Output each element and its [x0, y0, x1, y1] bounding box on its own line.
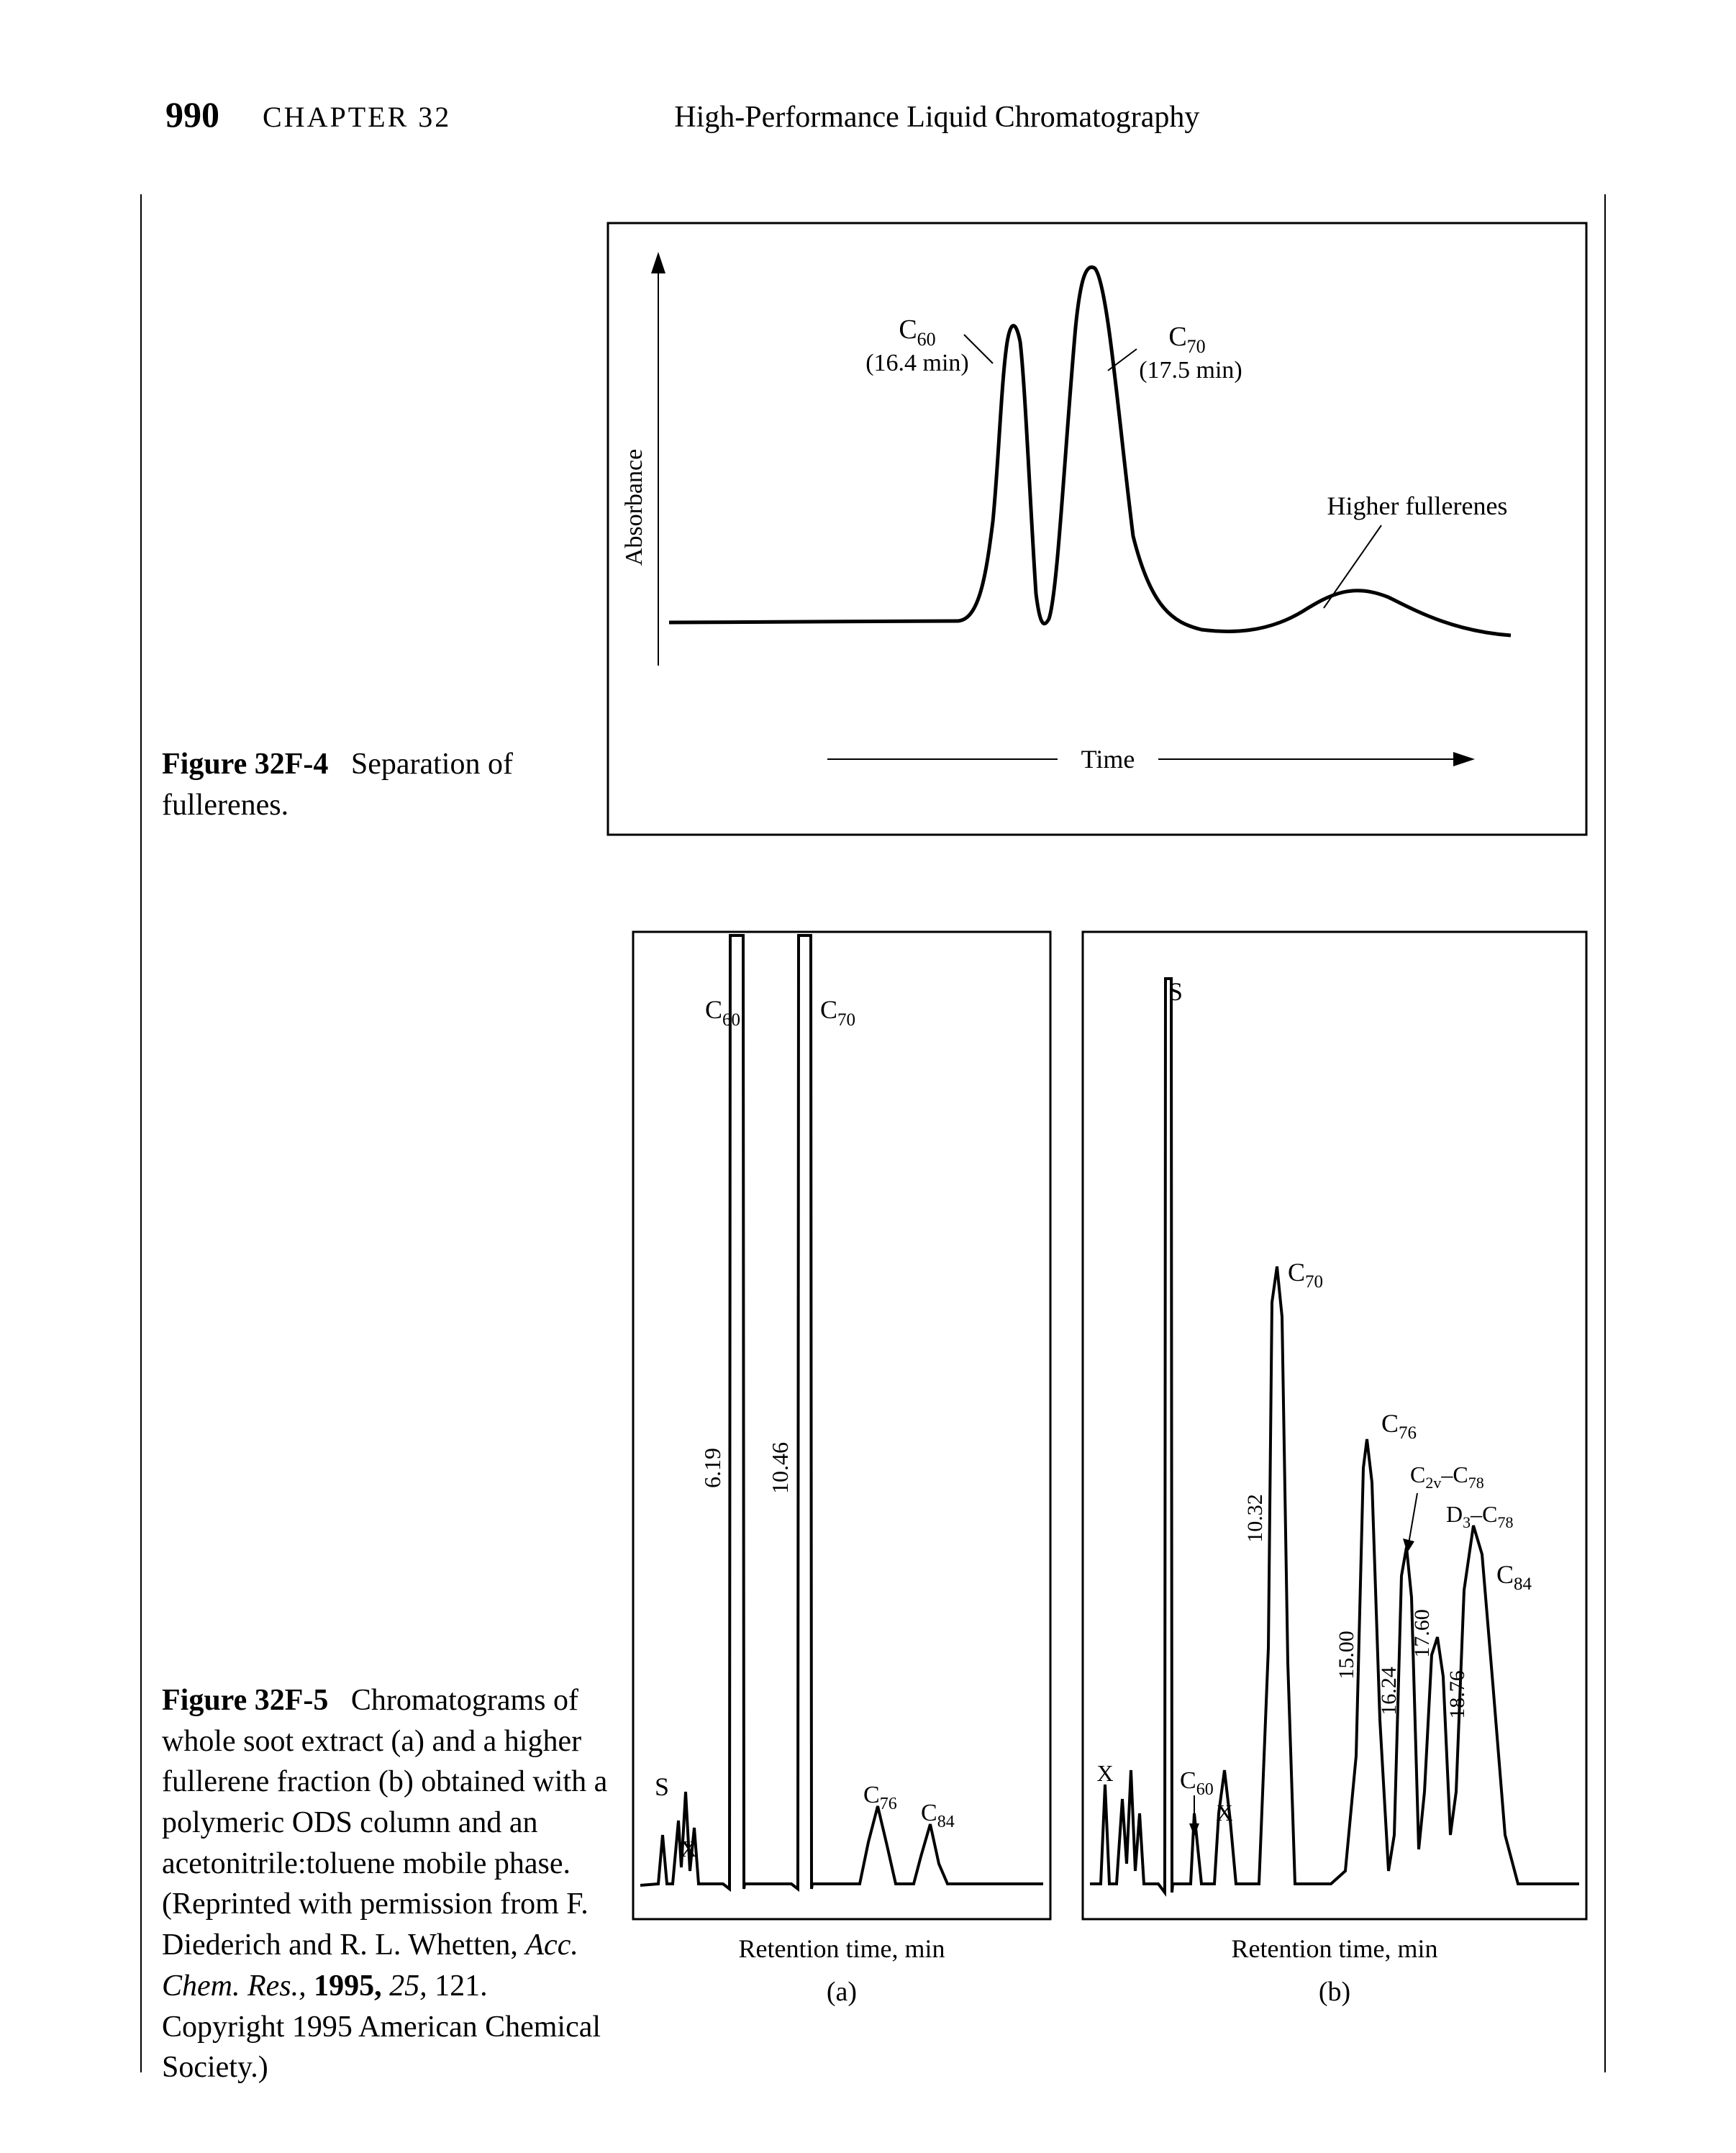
panel-b-S: S [1168, 977, 1183, 1006]
panel-b-t76: 15.00 [1335, 1631, 1358, 1680]
x-axis-arrow-head [1453, 752, 1475, 766]
panel-b-C76: C76 [1381, 1409, 1417, 1443]
left-margin-rule [140, 194, 142, 2072]
figure-32f5-caption-text1: Chromatograms of whole soot extract (a) … [162, 1684, 607, 1962]
panel-a-C70: C70 [820, 995, 855, 1030]
panel-b-c78a-arrow-line [1409, 1493, 1417, 1544]
higher-fullerenes-label: Higher fullerenes [1327, 491, 1508, 520]
figure-32f4-label: Figure 32F-4 [162, 748, 328, 781]
figure-32f5-panel-a: S X C60 C70 6.19 10.46 C76 C84 Retention… [630, 928, 1054, 2036]
panel-b-t78b: 17.60 [1410, 1609, 1434, 1658]
figure-32f4-chart: Absorbance C60 (16.4 min) C70 (17.5 min)… [604, 219, 1590, 838]
panel-b-curve [1090, 979, 1579, 1893]
panel-b-X2: X [1216, 1800, 1232, 1826]
panel-a-frame [633, 932, 1050, 1919]
chapter-label: CHAPTER 32 [263, 100, 451, 134]
peak-c60-time: (16.4 min) [865, 350, 969, 376]
panel-a-curve [640, 935, 1043, 1889]
figure-32f5-panel-b: S X C60 X C70 10.32 C76 15.00 C2v–C78 16… [1079, 928, 1591, 2036]
y-axis-label: Absorbance [621, 449, 647, 566]
panel-b-C70: C70 [1288, 1258, 1323, 1292]
right-margin-rule [1604, 194, 1606, 2072]
panel-a-xlabel: Retention time, min [739, 1934, 945, 1963]
page: 990 CHAPTER 32 High-Performance Liquid C… [0, 0, 1736, 2153]
panel-b-xlabel: Retention time, min [1232, 1934, 1438, 1963]
panel-b-t78a: 16.24 [1377, 1667, 1401, 1715]
panel-a-sublabel: (a) [827, 1977, 857, 2007]
figure-32f4-frame [608, 223, 1586, 835]
panel-b-t84: 18.76 [1445, 1670, 1469, 1719]
leader-higher-fullerenes [1324, 525, 1381, 608]
panel-b-C78a: C2v–C78 [1410, 1461, 1484, 1492]
panel-b-X1: X [1096, 1760, 1113, 1786]
page-number: 990 [165, 94, 219, 135]
peak-c60-label: C60 [899, 314, 935, 350]
figure-32f5-caption-text2: 1995, [306, 1970, 390, 2003]
figure-32f5-label: Figure 32F-5 [162, 1684, 328, 1717]
panel-a-C76: C76 [863, 1782, 897, 1813]
panel-a-S: S [655, 1772, 669, 1801]
running-title: High-Performance Liquid Chromatography [674, 100, 1199, 135]
panel-b-t70: 10.32 [1243, 1494, 1267, 1543]
panel-a-t60: 6.19 [699, 1448, 725, 1488]
panel-a-X: X [680, 1836, 696, 1862]
figure-32f5-caption-vol: 25, [389, 1970, 427, 2003]
panel-b-C84: C84 [1496, 1560, 1532, 1594]
peak-c70-label: C70 [1168, 322, 1205, 357]
panel-b-frame [1083, 932, 1586, 1919]
x-axis-label: Time [1081, 745, 1135, 774]
running-head: 990 CHAPTER 32 High-Performance Liquid C… [165, 94, 1599, 135]
chromatogram-curve [669, 267, 1511, 635]
panel-a-t70: 10.46 [767, 1442, 793, 1494]
panel-a-C84: C84 [921, 1800, 955, 1831]
panel-b-sublabel: (b) [1319, 1977, 1350, 2007]
panel-b-C78b: D3–C78 [1446, 1501, 1513, 1531]
figure-32f5-caption: Figure 32F-5 Chromatograms of whole soot… [162, 1680, 615, 2088]
panel-a-C60: C60 [705, 995, 740, 1030]
panel-b-C60: C60 [1180, 1767, 1214, 1799]
y-axis-arrow-head [651, 252, 665, 273]
figure-32f4-caption: Figure 32F-4 Separation of fullerenes. [162, 744, 608, 825]
peak-c70-time: (17.5 min) [1139, 357, 1242, 384]
